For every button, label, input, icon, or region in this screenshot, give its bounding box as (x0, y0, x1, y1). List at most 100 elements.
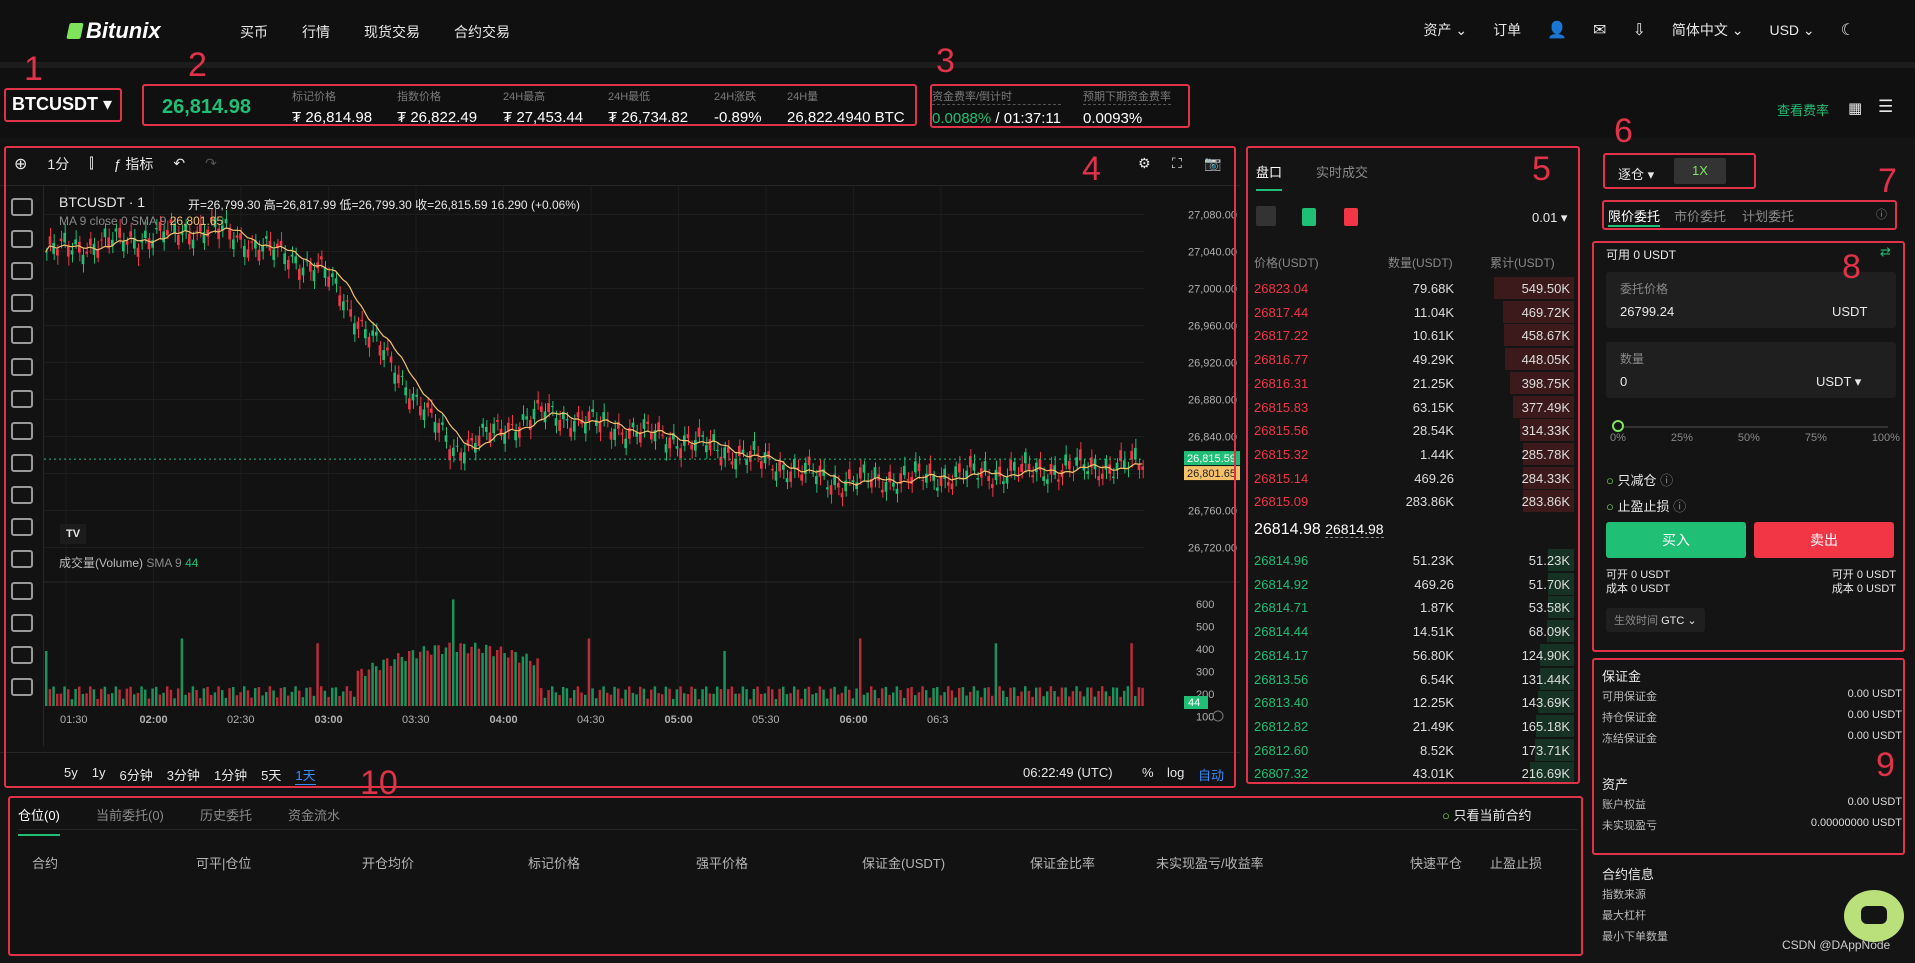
range-6m[interactable]: 6分钟 (119, 768, 153, 783)
tab-trades[interactable]: 实时成交 (1316, 165, 1369, 180)
redo-icon[interactable]: ↷ (205, 155, 217, 171)
text-icon[interactable] (10, 326, 33, 344)
ask-row[interactable]: 26815.56 28.54K 314.33K (1254, 419, 1574, 442)
ask-row[interactable]: 26815.14 469.26 284.33K (1254, 466, 1574, 489)
pattern-icon[interactable] (10, 358, 33, 376)
user-icon[interactable]: 👤 (1547, 22, 1568, 39)
logo[interactable]: Bitunix (66, 18, 161, 44)
assets-menu[interactable]: 资产 ⌄ (1423, 22, 1468, 38)
bid-row[interactable]: 26813.56 6.54K 131.44K (1254, 667, 1574, 690)
indicators-button[interactable]: ƒ 指标 (113, 155, 154, 172)
orders-link[interactable]: 订单 (1493, 22, 1522, 38)
tab-market[interactable]: 市价委托 (1674, 209, 1727, 224)
transfer-icon[interactable]: ⇄ (1880, 244, 1891, 259)
bid-row[interactable]: 26812.60 8.52K 173.71K (1254, 738, 1574, 761)
time-in-force-select[interactable]: 生效时间 GTC ⌄ (1606, 608, 1705, 632)
bid-row[interactable]: 26813.40 12.25K 143.69K (1254, 691, 1574, 714)
chart-area[interactable]: ⊕ 1分 ⫿ ƒ 指标 ↶ ↷ ⚙ ⛶ 📷 27,080.00 27,040.00… (0, 142, 1240, 790)
chat-support-icon[interactable] (1844, 890, 1904, 942)
ask-row[interactable]: 26817.44 11.04K 469.72K (1254, 300, 1574, 323)
dark-mode-icon[interactable]: ☾ (1840, 22, 1855, 39)
percent-toggle[interactable]: % (1142, 765, 1154, 780)
quantity-input[interactable]: 数量 0 USDT ▾ (1606, 342, 1896, 398)
bid-row[interactable]: 26814.92 469.26 51.70K (1254, 572, 1574, 595)
precision-select[interactable]: 0.01 ▾ (1532, 210, 1568, 225)
range-1d[interactable]: 1天 (295, 765, 316, 785)
eye-icon[interactable] (10, 614, 33, 632)
nav-spot[interactable]: 现货交易 (364, 24, 420, 40)
book-asks-icon[interactable] (1344, 208, 1358, 226)
range-5y[interactable]: 5y (64, 765, 78, 780)
trendline-icon[interactable] (10, 230, 33, 248)
tab-fund-flow[interactable]: 资金流水 (288, 808, 341, 823)
download-icon[interactable]: ⇩ (1632, 22, 1646, 39)
bid-row[interactable]: 26814.96 51.23K 51.23K (1254, 549, 1574, 571)
view-rate-link[interactable]: 查看费率 (1777, 103, 1830, 118)
tab-order-history[interactable]: 历史委托 (200, 808, 253, 823)
ask-row[interactable]: 26817.22 10.61K 458.67K (1254, 324, 1574, 347)
candle-chart[interactable]: 27,080.00 27,040.00 27,000.00 26,960.00 26,9… (44, 186, 1240, 752)
zoom-icon[interactable] (10, 486, 33, 504)
ask-row[interactable]: 26823.04 79.68K 549.50K (1254, 277, 1574, 299)
menu-icon[interactable]: ☰ (1878, 97, 1894, 116)
camera-icon[interactable]: 📷 (1204, 155, 1222, 171)
ask-row[interactable]: 26815.83 63.15K 377.49K (1254, 395, 1574, 418)
slider-handle[interactable] (1612, 420, 1624, 432)
undo-icon[interactable]: ↶ (173, 155, 186, 171)
tp-sl-checkbox[interactable]: ○ 止盈止损 ⓘ (1606, 499, 1687, 514)
only-current-checkbox[interactable]: ○ 只看当前合约 (1442, 808, 1532, 823)
book-both-icon[interactable] (1256, 206, 1276, 226)
bid-row[interactable]: 26814.71 1.87K 53.58K (1254, 596, 1574, 619)
interval-select[interactable]: 1分 (47, 155, 70, 172)
auto-toggle[interactable]: 自动 (1198, 768, 1225, 783)
nav-futures[interactable]: 合约交易 (454, 24, 510, 40)
bid-row[interactable]: 26812.82 21.49K 165.18K (1254, 714, 1574, 737)
ask-row[interactable]: 26816.31 21.25K 398.75K (1254, 371, 1574, 394)
qty-unit-select[interactable]: USDT ▾ (1816, 374, 1862, 389)
ruler-icon[interactable] (10, 454, 33, 472)
tab-trigger[interactable]: 计划委托 (1742, 209, 1795, 224)
trash-icon[interactable] (10, 646, 33, 664)
help-icon[interactable]: ⓘ (1876, 209, 1887, 221)
tab-limit[interactable]: 限价委托 (1608, 206, 1661, 227)
bid-row[interactable]: 26814.44 14.51K 68.09K (1254, 620, 1574, 643)
brush-icon[interactable] (10, 294, 33, 312)
crosshair-icon[interactable] (10, 198, 33, 216)
tab-orderbook[interactable]: 盘口 (1256, 162, 1283, 191)
reduce-only-checkbox[interactable]: ○ 只减仓 ⓘ (1606, 473, 1674, 488)
book-bids-icon[interactable] (1302, 208, 1316, 226)
symbol-selector[interactable]: BTCUSDT ▾ (12, 94, 113, 114)
magnet-icon[interactable] (10, 518, 33, 536)
tab-open-orders[interactable]: 当前委托(0) (96, 808, 164, 823)
range-1m[interactable]: 1分钟 (213, 768, 248, 783)
tradingview-logo[interactable]: TV (60, 524, 86, 544)
fullscreen-icon[interactable]: ⛶ (1172, 155, 1182, 171)
layers-icon[interactable] (10, 678, 33, 696)
percent-slider[interactable] (1618, 426, 1888, 428)
fib-icon[interactable] (10, 262, 33, 280)
candle-type-icon[interactable]: ⫿ (89, 155, 94, 171)
lock-drawing-icon[interactable] (10, 550, 33, 568)
margin-mode-select[interactable]: 逐仓 ▾ (1618, 167, 1655, 182)
lock-icon[interactable] (10, 582, 33, 600)
bid-row[interactable]: 26807.32 43.01K 216.69K (1254, 762, 1574, 785)
language-select[interactable]: 简体中文 ⌄ (1671, 22, 1744, 38)
mail-icon[interactable]: ✉ (1593, 22, 1607, 39)
bid-row[interactable]: 26814.17 56.80K 124.90K (1254, 643, 1574, 666)
range-5d[interactable]: 5天 (261, 768, 282, 783)
nav-buy-crypto[interactable]: 买币 (240, 24, 268, 40)
range-1y[interactable]: 1y (91, 765, 106, 780)
buy-button[interactable]: 买入 (1606, 522, 1746, 558)
ask-row[interactable]: 26816.77 49.29K 448.05K (1254, 348, 1574, 371)
forecast-icon[interactable] (10, 390, 33, 408)
currency-select[interactable]: USD ⌄ (1769, 21, 1815, 38)
tab-positions[interactable]: 仓位(0) (18, 805, 60, 836)
calculator-icon[interactable]: ▦ (1848, 100, 1863, 117)
add-icon[interactable]: ⊕ (14, 155, 28, 173)
price-input[interactable]: 委托价格 26799.24 USDT (1606, 272, 1896, 328)
time-settings-icon[interactable] (1212, 710, 1224, 722)
ask-row[interactable]: 26815.32 1.44K 285.78K (1254, 442, 1574, 465)
sell-button[interactable]: 卖出 (1754, 522, 1894, 558)
range-3m[interactable]: 3分钟 (166, 768, 200, 783)
funding-rate[interactable]: 资金费率/倒计时 0.0088% / 01:37:11 (932, 88, 1061, 127)
